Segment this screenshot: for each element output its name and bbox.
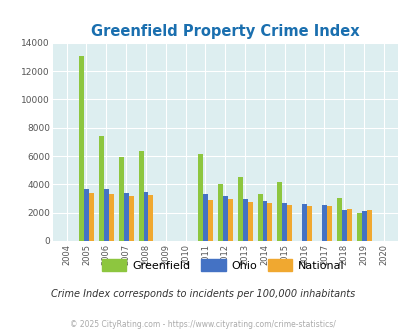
Bar: [143, 192, 148, 241]
Legend: Greenfield, Ohio, National: Greenfield, Ohio, National: [97, 255, 348, 275]
Bar: [104, 188, 109, 241]
Bar: [227, 199, 232, 241]
Bar: [341, 210, 346, 241]
Bar: [118, 157, 124, 241]
Bar: [267, 203, 272, 241]
Bar: [202, 193, 207, 241]
Bar: [99, 136, 104, 241]
Bar: [109, 194, 113, 241]
Bar: [89, 193, 94, 241]
Text: Crime Index corresponds to incidents per 100,000 inhabitants: Crime Index corresponds to incidents per…: [51, 289, 354, 299]
Bar: [277, 182, 281, 241]
Bar: [207, 200, 212, 241]
Bar: [262, 201, 267, 241]
Bar: [79, 56, 84, 241]
Bar: [222, 196, 227, 241]
Bar: [281, 203, 287, 241]
Bar: [198, 154, 202, 241]
Bar: [307, 206, 311, 241]
Bar: [84, 188, 89, 241]
Bar: [247, 202, 252, 241]
Title: Greenfield Property Crime Index: Greenfield Property Crime Index: [91, 24, 359, 39]
Bar: [346, 209, 351, 241]
Bar: [148, 195, 153, 241]
Bar: [237, 177, 242, 241]
Bar: [321, 205, 326, 241]
Bar: [128, 196, 133, 241]
Bar: [138, 151, 143, 241]
Bar: [326, 206, 331, 241]
Bar: [287, 205, 292, 241]
Bar: [301, 204, 307, 241]
Bar: [336, 198, 341, 241]
Bar: [356, 213, 361, 241]
Bar: [366, 211, 371, 241]
Text: © 2025 CityRating.com - https://www.cityrating.com/crime-statistics/: © 2025 CityRating.com - https://www.city…: [70, 320, 335, 329]
Bar: [257, 194, 262, 241]
Bar: [124, 193, 128, 241]
Bar: [242, 199, 247, 241]
Bar: [361, 211, 366, 241]
Bar: [217, 183, 222, 241]
